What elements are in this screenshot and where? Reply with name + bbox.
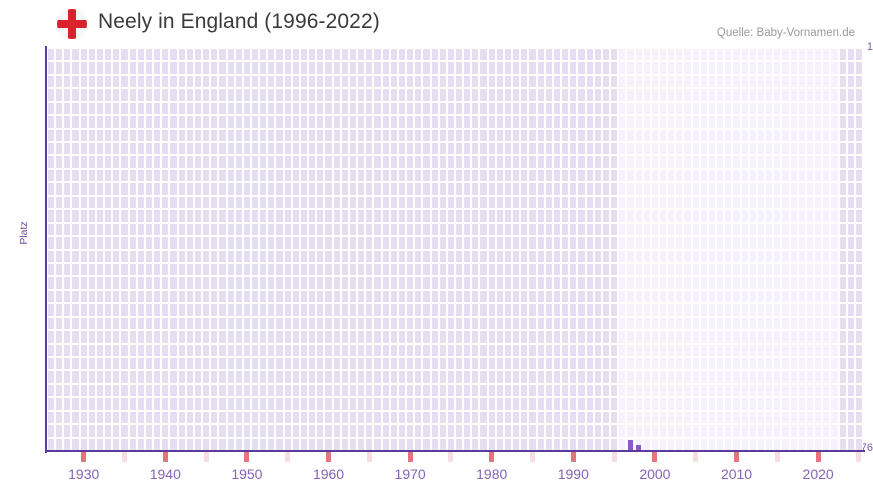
y-axis-line [45,46,47,453]
gridline-horizontal [47,221,863,224]
x-axis-marker-1985 [529,452,536,462]
x-axis-marker-1990 [570,452,576,462]
x-axis-marker-1965 [366,452,372,462]
x-axis-marker-1930 [81,452,87,462]
x-axis-marker-1960 [325,452,332,462]
gridline-horizontal [47,127,863,130]
gridline-horizontal [47,409,863,412]
x-axis-marker-1935 [121,452,128,462]
gridline-horizontal [47,141,863,144]
gridline-horizontal [47,48,863,49]
x-axis-tick-1970: 1970 [394,466,426,482]
x-axis-marker-1955 [285,452,291,462]
x-axis-tick-1940: 1940 [149,466,181,482]
x-axis-marker-2010 [733,452,740,462]
gridline-horizontal [47,423,863,426]
bar-1997[interactable] [627,440,634,451]
source-attribution: Quelle: Baby-Vornamen.de [716,27,855,39]
x-axis-line [45,450,865,452]
x-axis-tick-2010: 2010 [720,466,753,482]
gridline-horizontal [47,261,863,264]
gridline-horizontal [47,208,863,211]
x-axis-marker-1980 [489,452,495,462]
x-axis-marker-1945 [203,452,209,462]
x-axis-marker-2005 [693,452,699,462]
gridline-horizontal [47,114,863,117]
gridline-horizontal [47,382,863,385]
gridline-horizontal [47,329,863,332]
gridline-horizontal [47,194,863,197]
flag-cross-horizontal [57,20,87,28]
gridline-horizontal [47,288,863,291]
chart-title: Neely in England (1996-2022) [98,10,380,33]
y-axis-tick-top: 1 [866,41,873,53]
bar-1998[interactable] [636,444,642,451]
gridline-horizontal [47,73,863,76]
x-axis-marker-2015 [774,452,780,462]
x-axis-marker-1950 [244,452,250,462]
x-axis-marker-1995 [611,452,617,462]
gridline-horizontal [47,396,863,399]
gridline-horizontal [47,60,863,63]
x-axis-tick-1950: 1950 [231,466,263,482]
x-axis-marker-2020 [815,452,821,462]
gridline-horizontal [47,315,863,318]
x-axis-tick-1930: 1930 [68,466,100,482]
x-axis-tick-1980: 1980 [476,466,508,482]
x-axis-marker-1940 [162,452,168,462]
gridline-horizontal [47,369,863,372]
gridline-horizontal [47,355,863,358]
england-flag-icon [57,9,87,39]
gridline-horizontal [47,100,863,103]
chart-header: Neely in England (1996-2022) Quelle: Bab… [0,0,873,44]
gridline-horizontal [47,235,863,238]
gridline-horizontal [47,181,863,184]
gridline-horizontal [47,248,863,251]
x-axis-tick-2000: 2000 [639,466,671,482]
x-axis-tick-1990: 1990 [557,466,589,482]
x-axis-marker-2000 [652,452,658,462]
gridline-horizontal [47,275,863,278]
gridline-horizontal [47,342,863,345]
y-axis-title: Platz [18,221,30,245]
plot-area [47,48,863,451]
x-axis-marker-1975 [448,452,454,462]
x-axis-marker-2025 [856,452,862,462]
gridline-horizontal [47,87,863,90]
x-axis-tick-1960: 1960 [312,466,345,482]
gridline-horizontal [47,154,863,157]
x-axis-tick-2020: 2020 [802,466,834,482]
gridline-horizontal [47,302,863,305]
gridline-horizontal [47,436,863,439]
gridline-horizontal [47,167,863,170]
x-axis-marker-1970 [407,452,413,462]
